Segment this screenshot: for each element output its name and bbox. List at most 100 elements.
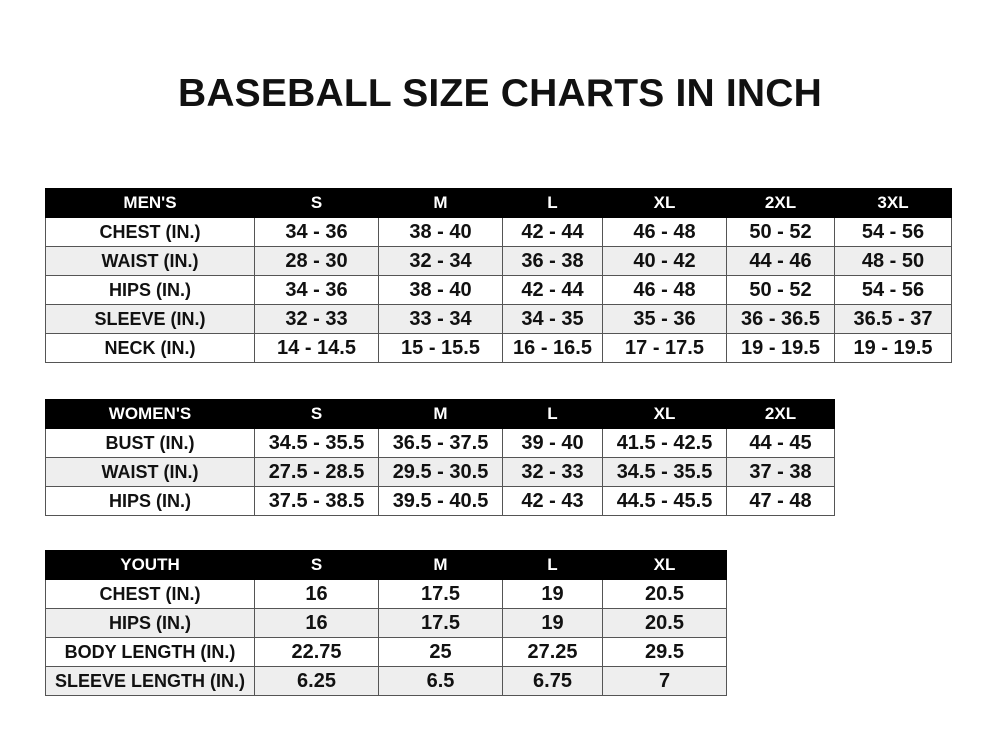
measurement-label: BODY LENGTH (IN.) [45,637,255,667]
measurement-value: 16 - 16.5 [502,333,603,363]
measurement-value: 44 - 46 [726,246,835,276]
measurement-value: 29.5 - 30.5 [378,457,503,487]
table-header-row: YOUTH S M L XL [45,550,727,580]
measurement-value: 34 - 36 [254,275,379,305]
table-row: BUST (IN.) 34.5 - 35.5 36.5 - 37.5 39 - 40 4… [45,428,835,458]
measurement-value: 17 - 17.5 [602,333,727,363]
measurement-value: 27.25 [502,637,603,667]
table-header-row: WOMEN'S S M L XL 2XL [45,399,835,429]
size-header: L [502,399,603,429]
size-header: XL [602,550,727,580]
measurement-value: 20.5 [602,608,727,638]
measurement-label: CHEST (IN.) [45,579,255,609]
size-header: S [254,188,379,218]
size-header: 3XL [834,188,952,218]
size-header: M [378,550,503,580]
measurement-value: 46 - 48 [602,217,727,247]
measurement-value: 42 - 43 [502,486,603,516]
measurement-value: 6.5 [378,666,503,696]
measurement-value: 46 - 48 [602,275,727,305]
measurement-value: 44 - 45 [726,428,835,458]
table-row: HIPS (IN.) 16 17.5 19 20.5 [45,608,727,638]
measurement-value: 17.5 [378,579,503,609]
youth-size-table: YOUTH S M L XL CHEST (IN.) 16 17.5 19 20.5 HIPS (I… [45,550,727,696]
measurement-value: 32 - 34 [378,246,503,276]
measurement-value: 41.5 - 42.5 [602,428,727,458]
measurement-value: 25 [378,637,503,667]
measurement-value: 47 - 48 [726,486,835,516]
measurement-value: 50 - 52 [726,275,835,305]
table-row: SLEEVE LENGTH (IN.) 6.25 6.5 6.75 7 [45,666,727,696]
measurement-value: 50 - 52 [726,217,835,247]
measurement-value: 17.5 [378,608,503,638]
mens-size-table: MEN'S S M L XL 2XL 3XL CHEST (IN.) 34 - 36 38 - 4… [45,188,952,363]
table-row: BODY LENGTH (IN.) 22.75 25 27.25 29.5 [45,637,727,667]
measurement-value: 34 - 36 [254,217,379,247]
measurement-label: SLEEVE (IN.) [45,304,255,334]
measurement-value: 16 [254,579,379,609]
measurement-value: 29.5 [602,637,727,667]
measurement-value: 48 - 50 [834,246,952,276]
measurement-value: 7 [602,666,727,696]
measurement-value: 44.5 - 45.5 [602,486,727,516]
size-header: M [378,399,503,429]
womens-size-table: WOMEN'S S M L XL 2XL BUST (IN.) 34.5 - 35.5 36.5… [45,399,835,516]
measurement-label: HIPS (IN.) [45,275,255,305]
measurement-label: NECK (IN.) [45,333,255,363]
measurement-value: 28 - 30 [254,246,379,276]
measurement-label: SLEEVE LENGTH (IN.) [45,666,255,696]
category-header: WOMEN'S [45,399,255,429]
size-header: XL [602,399,727,429]
measurement-value: 54 - 56 [834,275,952,305]
measurement-value: 19 [502,579,603,609]
measurement-value: 33 - 34 [378,304,503,334]
measurement-value: 39.5 - 40.5 [378,486,503,516]
size-header: 2XL [726,399,835,429]
measurement-value: 20.5 [602,579,727,609]
measurement-value: 6.25 [254,666,379,696]
measurement-label: CHEST (IN.) [45,217,255,247]
table-row: CHEST (IN.) 16 17.5 19 20.5 [45,579,727,609]
size-header: M [378,188,503,218]
table-row: HIPS (IN.) 37.5 - 38.5 39.5 - 40.5 42 - 43 4… [45,486,835,516]
category-header: YOUTH [45,550,255,580]
measurement-value: 42 - 44 [502,275,603,305]
measurement-value: 36.5 - 37.5 [378,428,503,458]
table-row: CHEST (IN.) 34 - 36 38 - 40 42 - 44 46 - 48 5… [45,217,952,247]
measurement-value: 19 [502,608,603,638]
measurement-value: 32 - 33 [502,457,603,487]
measurement-value: 37.5 - 38.5 [254,486,379,516]
measurement-value: 15 - 15.5 [378,333,503,363]
size-header: 2XL [726,188,835,218]
table-row: WAIST (IN.) 28 - 30 32 - 34 36 - 38 40 - 42 4… [45,246,952,276]
measurement-value: 27.5 - 28.5 [254,457,379,487]
measurement-value: 19 - 19.5 [726,333,835,363]
measurement-label: HIPS (IN.) [45,608,255,638]
size-header: S [254,399,379,429]
measurement-value: 40 - 42 [602,246,727,276]
table-row: NECK (IN.) 14 - 14.5 15 - 15.5 16 - 16.5 17 … [45,333,952,363]
measurement-value: 36.5 - 37 [834,304,952,334]
measurement-label: WAIST (IN.) [45,457,255,487]
measurement-value: 37 - 38 [726,457,835,487]
page-title: BASEBALL SIZE CHARTS IN INCH [177,72,823,115]
table-row: HIPS (IN.) 34 - 36 38 - 40 42 - 44 46 - 48 50… [45,275,952,305]
measurement-value: 54 - 56 [834,217,952,247]
measurement-value: 42 - 44 [502,217,603,247]
size-header: S [254,550,379,580]
measurement-label: HIPS (IN.) [45,486,255,516]
measurement-value: 34 - 35 [502,304,603,334]
size-header: L [502,188,603,218]
measurement-value: 32 - 33 [254,304,379,334]
measurement-value: 39 - 40 [502,428,603,458]
measurement-value: 34.5 - 35.5 [254,428,379,458]
table-row: SLEEVE (IN.) 32 - 33 33 - 34 34 - 35 35 - 36… [45,304,952,334]
table-row: WAIST (IN.) 27.5 - 28.5 29.5 - 30.5 32 - 33… [45,457,835,487]
measurement-value: 6.75 [502,666,603,696]
measurement-value: 36 - 38 [502,246,603,276]
measurement-value: 34.5 - 35.5 [602,457,727,487]
measurement-value: 14 - 14.5 [254,333,379,363]
measurement-value: 19 - 19.5 [834,333,952,363]
measurement-label: BUST (IN.) [45,428,255,458]
measurement-label: WAIST (IN.) [45,246,255,276]
